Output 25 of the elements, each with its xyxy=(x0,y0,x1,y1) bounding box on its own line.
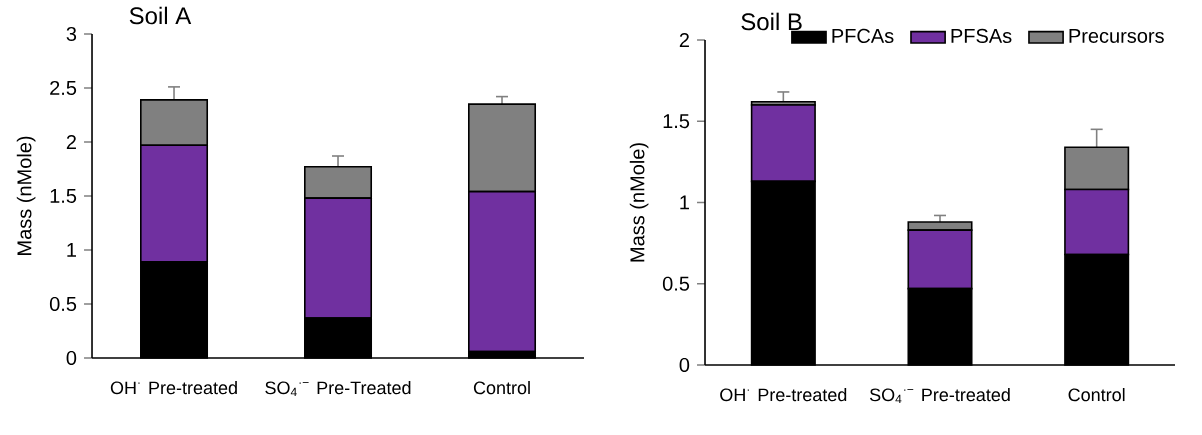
y-tick-label: 0.5 xyxy=(49,296,77,312)
y-axis-title: Mass (nMole) xyxy=(629,143,649,262)
legend-label: PFCAs xyxy=(832,28,894,44)
chart-title: Soil B xyxy=(741,12,802,31)
x-tick-label: OH$^{·}$ Pre-treated xyxy=(110,381,237,395)
y-tick-label: 2 xyxy=(679,33,689,47)
x-tick-label: Control xyxy=(1068,388,1125,402)
x-tick-label: OH$^{·}$ Pre-treated xyxy=(720,388,847,402)
y-tick-label: 1 xyxy=(680,195,689,210)
chart-title: Soil A xyxy=(129,6,192,25)
y-tick-label: 1.5 xyxy=(50,188,77,203)
legend-label: PFSAs xyxy=(951,28,1012,44)
y-tick-label: 1.5 xyxy=(663,114,690,129)
y-tick-label: 1 xyxy=(67,243,76,257)
y-tick-label: 0.5 xyxy=(662,276,690,291)
legend-label: Precursors xyxy=(1069,28,1164,43)
y-tick-label: 2.5 xyxy=(50,80,77,96)
y-axis-title: Mass (nMole) xyxy=(16,136,36,255)
x-tick-label: Control xyxy=(473,381,530,395)
y-tick-label: 0 xyxy=(679,357,690,373)
y-tick-label: 0 xyxy=(66,350,77,366)
x-tick-label: SO$_{4}$$^{·−}$ Pre-Treated xyxy=(265,381,411,397)
y-tick-label: 2 xyxy=(66,135,76,149)
x-tick-label: SO$_{4}$$^{·−}$ Pre-treated xyxy=(869,388,1010,404)
y-tick-label: 3 xyxy=(66,26,77,42)
